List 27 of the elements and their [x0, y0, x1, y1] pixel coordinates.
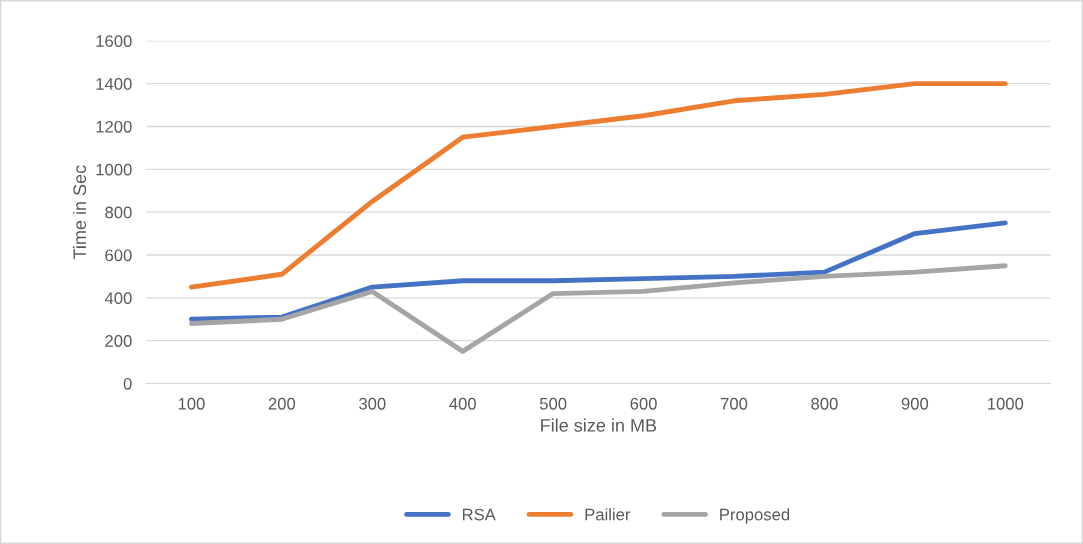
- line-series: [188, 220, 1008, 322]
- line-series: [188, 81, 1008, 290]
- x-tick-label: 800: [811, 397, 838, 410]
- y-tick-label: 600: [105, 249, 132, 262]
- y-tick-label: 1400: [96, 78, 132, 90]
- x-tick-label: 700: [720, 397, 748, 410]
- y-tick-label: 200: [105, 335, 132, 347]
- x-tick-label: 600: [630, 397, 657, 410]
- y-tick-label: 400: [104, 292, 132, 305]
- y-tick-label: 800: [105, 206, 132, 219]
- x-tick-label: 300: [359, 397, 386, 410]
- legend-label: RSA: [462, 508, 496, 521]
- x-tick-label: 200: [268, 397, 296, 410]
- x-tick-label: 1000: [988, 397, 1024, 410]
- y-tick-label: 1000: [96, 163, 132, 176]
- y-tick-label: 1600: [96, 35, 132, 47]
- legend-label: Proposed: [720, 508, 790, 524]
- x-tick-label: 900: [901, 397, 929, 410]
- x-tick-label: 500: [539, 397, 567, 410]
- x-axis-title: File size in MB: [541, 418, 657, 432]
- y-axis-title: Time in Sec: [72, 165, 87, 260]
- line-series: [188, 263, 1008, 354]
- legend-label: Pailier: [585, 508, 631, 521]
- y-tick-label: 1200: [96, 120, 132, 133]
- y-tick-label: 0: [123, 377, 132, 390]
- x-tick-label: 100: [178, 397, 205, 410]
- x-tick-label: 400: [449, 397, 476, 410]
